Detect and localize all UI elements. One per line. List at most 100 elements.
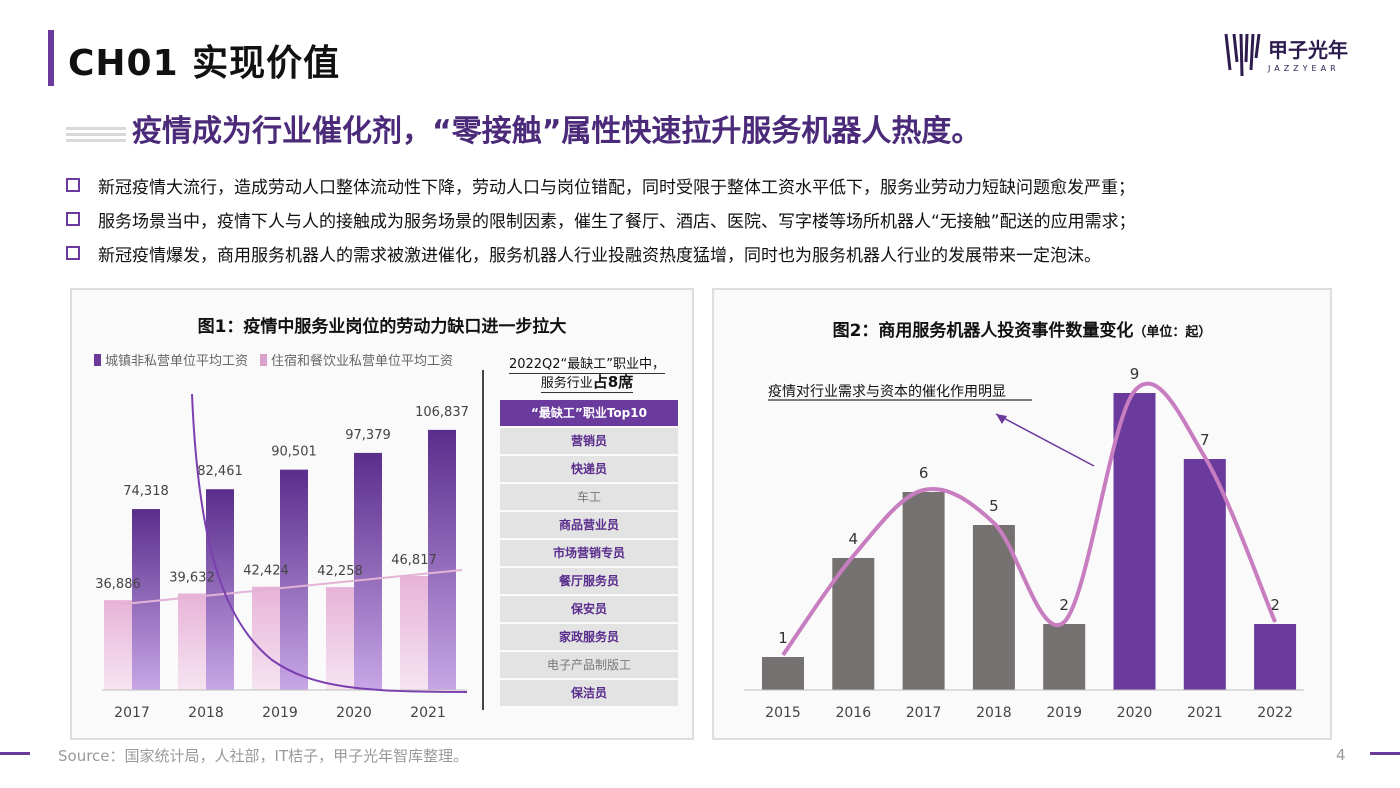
x-tick-label: 2021: [1187, 705, 1223, 721]
bar-investment-count: [902, 492, 945, 690]
logo-mark-icon: [1224, 33, 1261, 77]
data-label: 9: [1130, 365, 1140, 383]
footer-accent-left: [0, 752, 30, 755]
bullet-item: 新冠疫情爆发，商用服务机器人的需求被激进催化，服务机器人行业投融资热度猛增，同时…: [66, 236, 1136, 270]
table-row: 快递员: [500, 456, 678, 482]
table-row: 保安员: [500, 596, 678, 622]
bar-investment-count: [1254, 624, 1297, 690]
data-label: 6: [919, 464, 929, 482]
figure2-unit: （单位：起）: [1133, 325, 1212, 340]
x-tick-label: 2020: [1117, 705, 1153, 721]
bullet-text: 新冠疫情大流行，造成劳动人口整体流动性下降，劳动人口与岗位错配，同时受限于整体工…: [98, 177, 1135, 198]
x-tick-label: 2018: [976, 705, 1012, 721]
bar-catering-wage: [178, 593, 206, 690]
table-row: 市场营销专员: [500, 540, 678, 566]
bar-catering-wage: [104, 600, 132, 690]
legend-swatch: [94, 353, 101, 366]
legend-label: 住宿和餐饮业私营单位平均工资: [271, 354, 454, 369]
table-row: 家政服务员: [500, 624, 678, 650]
x-tick-label: 2018: [188, 705, 224, 721]
x-tick-label: 2015: [765, 705, 801, 721]
bar-nonprivate-wage: [428, 429, 456, 690]
bar-catering-wage: [252, 586, 280, 690]
figure1-panel: 图1：疫情中服务业岗位的劳动力缺口进一步拉大 城镇非私营单位平均工资 住宿和餐饮…: [70, 288, 694, 740]
figure1-bar-chart: 74,318 36,886 2017 82,461 39,632 2018 90,501 42…: [95, 393, 469, 721]
x-tick-label: 2017: [906, 705, 942, 721]
legend-swatch: [260, 353, 268, 366]
side-title-emphasis: 占8席: [592, 373, 634, 391]
data-label: 46,817: [391, 553, 437, 568]
data-label: 4: [849, 530, 859, 548]
side-title-line1: 2022Q2“最缺工”职业中，: [508, 357, 666, 374]
data-label: 42,258: [317, 564, 363, 579]
bullet-item: 服务场景当中，疫情下人与人的接触成为服务场景的限制因素，催生了餐厅、酒店、医院、…: [66, 202, 1136, 236]
figure2-panel: 图2：商用服务机器人投资事件数量变化（单位：起） 1 2015 4 2016 6 2017…: [712, 288, 1332, 740]
data-label: 39,632: [169, 571, 215, 586]
x-tick-label: 2019: [262, 705, 298, 721]
trend-line: [121, 569, 463, 606]
data-label: 74,318: [123, 484, 169, 499]
logo-text: 甲子光年: [1268, 38, 1348, 62]
annotation-text: 疫情对行业需求与资本的催化作用明显: [768, 384, 1006, 400]
x-tick-label: 2016: [835, 705, 871, 721]
bar-nonprivate-wage: [206, 489, 234, 690]
bar-catering-wage: [400, 576, 428, 690]
divider-line: [482, 370, 484, 710]
bar-investment-count: [832, 558, 875, 690]
data-label: 82,461: [197, 464, 243, 479]
bullet-text: 服务场景当中，疫情下人与人的接触成为服务场景的限制因素，催生了餐厅、酒店、医院、…: [98, 211, 1136, 232]
data-label: 7: [1200, 431, 1210, 449]
x-tick-label: 2019: [1046, 705, 1082, 721]
table-row: 商品营业员: [500, 512, 678, 538]
data-label: 42,424: [243, 564, 289, 579]
bullet-item: 新冠疫情大流行，造成劳动人口整体流动性下降，劳动人口与岗位错配，同时受限于整体工…: [66, 168, 1136, 202]
x-tick-label: 2022: [1257, 705, 1293, 721]
figure2-title: 图2：商用服务机器人投资事件数量变化（单位：起）: [714, 316, 1330, 341]
top10-table-header: “最缺工”职业Top10: [500, 400, 678, 426]
bar-investment-count: [1183, 459, 1226, 690]
figure1-legend: 城镇非私营单位平均工资 住宿和餐饮业私营单位平均工资: [94, 350, 453, 369]
figure2-bar-chart: 1 2015 4 2016 6 2017 5 2018 2 2019 9 2020 7 2021 2 2022…: [744, 365, 1304, 721]
headline-decoration: [66, 126, 126, 142]
decay-curve: [191, 393, 468, 693]
logo-subtext: JAZZYEAR: [1268, 64, 1340, 73]
top10-table: “最缺工”职业Top10 营销员 快递员 车工 商品营业员 市场营销专员 餐厅服…: [500, 400, 678, 708]
bar-investment-count: [972, 525, 1015, 690]
data-label: 2: [1059, 596, 1069, 614]
data-label: 5: [989, 497, 999, 515]
arrow-head-icon: [996, 414, 1007, 424]
bullet-square-icon: [66, 246, 80, 260]
bullet-list: 新冠疫情大流行，造成劳动人口整体流动性下降，劳动人口与岗位错配，同时受限于整体工…: [66, 168, 1136, 270]
source-note: Source：国家统计局，人社部，IT桔子，甲子光年智库整理。: [58, 747, 469, 765]
title-accent-bar: [48, 30, 54, 86]
table-row: 保洁员: [500, 680, 678, 706]
footer-accent-right: [1370, 752, 1400, 755]
x-tick-label: 2017: [114, 705, 150, 721]
x-tick-label: 2020: [336, 705, 372, 721]
data-label: 106,837: [415, 405, 469, 420]
legend-label: 城镇非私营单位平均工资: [105, 354, 249, 369]
table-row: 车工: [500, 484, 678, 510]
figure2-title-text: 图2：商用服务机器人投资事件数量变化: [832, 321, 1134, 341]
bar-investment-count: [1043, 624, 1086, 690]
bar-nonprivate-wage: [280, 469, 308, 690]
bar-investment-count: [1113, 393, 1156, 690]
data-label: 1: [778, 629, 788, 647]
bar-investment-count: [762, 657, 804, 690]
table-row: 电子产品制版工: [500, 652, 678, 678]
bullet-text: 新冠疫情爆发，商用服务机器人的需求被激进催化，服务机器人行业投融资热度猛增，同时…: [98, 245, 1101, 266]
figure1-side-title: 2022Q2“最缺工”职业中， 服务行业占8席: [492, 356, 682, 393]
bar-catering-wage: [326, 587, 354, 690]
data-label: 36,886: [95, 577, 141, 592]
x-tick-label: 2021: [410, 705, 446, 721]
bullet-square-icon: [66, 212, 80, 226]
brand-logo: 甲子光年 JAZZYEAR: [1224, 32, 1374, 82]
section-title: CH01 实现价值: [68, 43, 341, 84]
data-label: 90,501: [271, 445, 317, 460]
headline: 疫情成为行业催化剂，“零接触”属性快速拉升服务机器人热度。: [132, 114, 982, 149]
data-label: 97,379: [345, 428, 391, 443]
table-row: 餐厅服务员: [500, 568, 678, 594]
bar-nonprivate-wage: [354, 452, 382, 690]
table-row: 营销员: [500, 428, 678, 454]
figure1-title: 图1：疫情中服务业岗位的劳动力缺口进一步拉大: [197, 317, 567, 337]
